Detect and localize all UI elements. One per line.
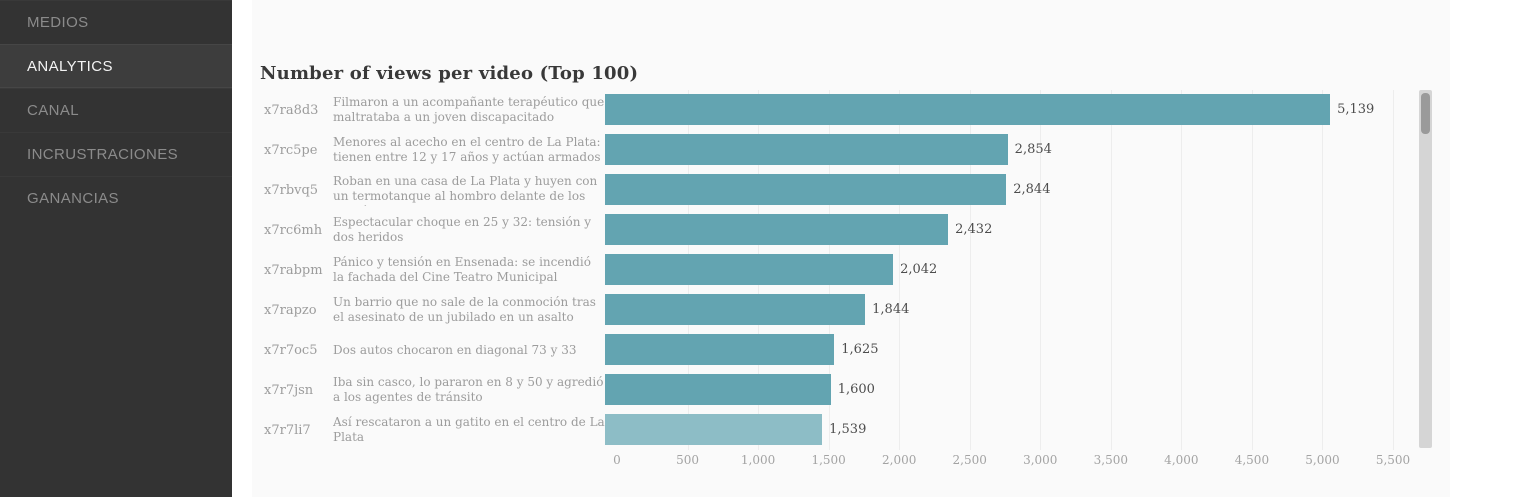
x-axis-tick: 5,500 bbox=[1375, 453, 1411, 467]
video-title: Así rescataron a un gatito en el centro … bbox=[333, 415, 605, 444]
value-bar[interactable] bbox=[605, 254, 894, 285]
bar-zone: 1,539 bbox=[605, 410, 1450, 450]
sidebar-item-label: GANANCIAS bbox=[27, 190, 119, 207]
sidebar-item-analytics[interactable]: ANALYTICS bbox=[0, 44, 232, 88]
x-axis-tick: 1,000 bbox=[740, 453, 776, 467]
value-label: 5,139 bbox=[1337, 102, 1375, 117]
gridline bbox=[1322, 90, 1324, 450]
views-bar-chart: x7ra8d3 Filmaron a un acompañante terapé… bbox=[252, 90, 1450, 475]
value-bar[interactable] bbox=[605, 414, 823, 445]
gridline bbox=[1393, 90, 1394, 450]
chart-row: x7r7jsn Iba sin casco, lo pararon en 8 y… bbox=[252, 370, 1450, 410]
value-bar[interactable] bbox=[605, 294, 866, 325]
gridline bbox=[969, 90, 971, 450]
value-label: 1,539 bbox=[829, 422, 867, 437]
video-id: x7rapzo bbox=[264, 302, 317, 318]
chart-row: x7rbvq5 Roban en una casa de La Plata y … bbox=[252, 170, 1450, 210]
gridline bbox=[899, 90, 901, 450]
x-axis-tick: 4,500 bbox=[1234, 453, 1270, 467]
value-bar[interactable] bbox=[605, 94, 1331, 125]
x-axis-tick: 2,500 bbox=[952, 453, 987, 467]
sidebar-item-medios[interactable]: MEDIOS bbox=[0, 0, 232, 44]
chart-row: x7rc5pe Menores al acecho en el centro d… bbox=[252, 130, 1450, 170]
gridline bbox=[1181, 90, 1183, 450]
content-panel: Number of views per video (Top 100) x7ra… bbox=[252, 0, 1450, 497]
bar-zone: 2,854 bbox=[605, 130, 1450, 170]
chart-row: x7r7oc5 Dos autos chocaron en diagonal 7… bbox=[252, 330, 1450, 370]
sidebar-item-ganancias[interactable]: GANANCIAS bbox=[0, 176, 232, 220]
chart-row: x7rapzo Un barrio que no sale de la conm… bbox=[252, 290, 1450, 330]
video-title: Menores al acecho en el centro de La Pla… bbox=[333, 135, 601, 164]
video-id: x7r7oc5 bbox=[264, 342, 318, 358]
video-id: x7r7jsn bbox=[264, 382, 314, 398]
chart-row: x7rabpm Pánico y tensión en Ensenada: se… bbox=[252, 250, 1450, 290]
scrollbar-thumb[interactable] bbox=[1421, 93, 1430, 134]
x-axis-tick: 1,500 bbox=[811, 453, 846, 467]
value-label: 2,854 bbox=[1014, 142, 1052, 157]
video-title: Pánico y tensión en Ensenada: se incendi… bbox=[333, 255, 591, 284]
sidebar-item-incrustraciones[interactable]: INCRUSTRACIONES bbox=[0, 132, 232, 176]
value-bar[interactable] bbox=[605, 334, 835, 365]
gridline bbox=[1110, 90, 1112, 450]
video-title: Un barrio que no sale de la conmoción tr… bbox=[333, 295, 596, 324]
value-bar[interactable] bbox=[605, 134, 1008, 165]
sidebar: MEDIOS ANALYTICS CANAL INCRUSTRACIONES G… bbox=[0, 0, 232, 497]
video-id: x7ra8d3 bbox=[264, 102, 319, 118]
chart-row: x7rc6mh Espectacular choque en 25 y 32: … bbox=[252, 210, 1450, 250]
x-axis-tick: 2,000 bbox=[881, 453, 917, 467]
value-label: 2,844 bbox=[1013, 182, 1051, 197]
x-axis-tick: 0 bbox=[613, 453, 621, 467]
x-axis-tick: 3,000 bbox=[1023, 453, 1058, 467]
sidebar-item-canal[interactable]: CANAL bbox=[0, 88, 232, 132]
value-bar[interactable] bbox=[605, 174, 1007, 205]
value-label: 1,600 bbox=[837, 382, 875, 397]
video-title: Iba sin casco, lo pararon en 8 y 50 y ag… bbox=[333, 375, 604, 404]
bar-zone: 2,432 bbox=[605, 210, 1450, 250]
x-axis-tick: 3,500 bbox=[1093, 453, 1128, 467]
video-id: x7rc6mh bbox=[264, 222, 323, 238]
bar-zone: 1,625 bbox=[605, 330, 1450, 370]
bar-zone: 5,139 bbox=[605, 90, 1450, 130]
bar-zone: 1,600 bbox=[605, 370, 1450, 410]
value-label: 1,844 bbox=[872, 302, 910, 317]
value-label: 2,042 bbox=[900, 262, 938, 277]
video-id: x7rabpm bbox=[264, 262, 323, 278]
gridline bbox=[1251, 90, 1253, 450]
sidebar-item-label: CANAL bbox=[27, 102, 80, 119]
chart-scrollbar[interactable] bbox=[1419, 90, 1432, 448]
value-bar[interactable] bbox=[605, 374, 831, 405]
chart-row: x7r7li7 Así rescataron a un gatito en el… bbox=[252, 410, 1450, 450]
x-axis: 0 500 1,000 1,500 2,000 2,500 3,000 3,500 4,000 4… bbox=[252, 450, 1450, 472]
gridline bbox=[1040, 90, 1042, 450]
chart-row: x7ra8d3 Filmaron a un acompañante terapé… bbox=[252, 90, 1450, 130]
video-id: x7rc5pe bbox=[264, 142, 318, 158]
bar-zone: 1,844 bbox=[605, 290, 1450, 330]
video-id: x7r7li7 bbox=[264, 422, 311, 438]
video-title: Espectacular choque en 25 y 32: tensión … bbox=[333, 215, 592, 244]
bar-zone: 2,042 bbox=[605, 250, 1450, 290]
video-title: Roban en una casa de La Plata y huyen co… bbox=[333, 174, 598, 206]
sidebar-item-label: INCRUSTRACIONES bbox=[27, 146, 179, 163]
x-axis-tick: 5,000 bbox=[1305, 453, 1340, 467]
sidebar-item-label: ANALYTICS bbox=[27, 57, 113, 75]
x-axis-tick: 500 bbox=[676, 453, 699, 467]
video-id: x7rbvq5 bbox=[264, 182, 319, 198]
value-label: 1,625 bbox=[841, 342, 879, 357]
sidebar-item-label: MEDIOS bbox=[27, 14, 89, 31]
page-title: Number of views per video (Top 100) bbox=[260, 63, 639, 84]
video-title: Filmaron a un acompañante terapéutico qu… bbox=[333, 95, 605, 124]
video-title: Dos autos chocaron en diagonal 73 y 33 bbox=[333, 342, 577, 357]
chart-rows: x7ra8d3 Filmaron a un acompañante terapé… bbox=[252, 90, 1450, 450]
x-axis-tick: 4,000 bbox=[1164, 453, 1199, 467]
value-label: 2,432 bbox=[955, 222, 993, 237]
value-bar[interactable] bbox=[605, 214, 949, 245]
bar-zone: 2,844 bbox=[605, 170, 1450, 210]
